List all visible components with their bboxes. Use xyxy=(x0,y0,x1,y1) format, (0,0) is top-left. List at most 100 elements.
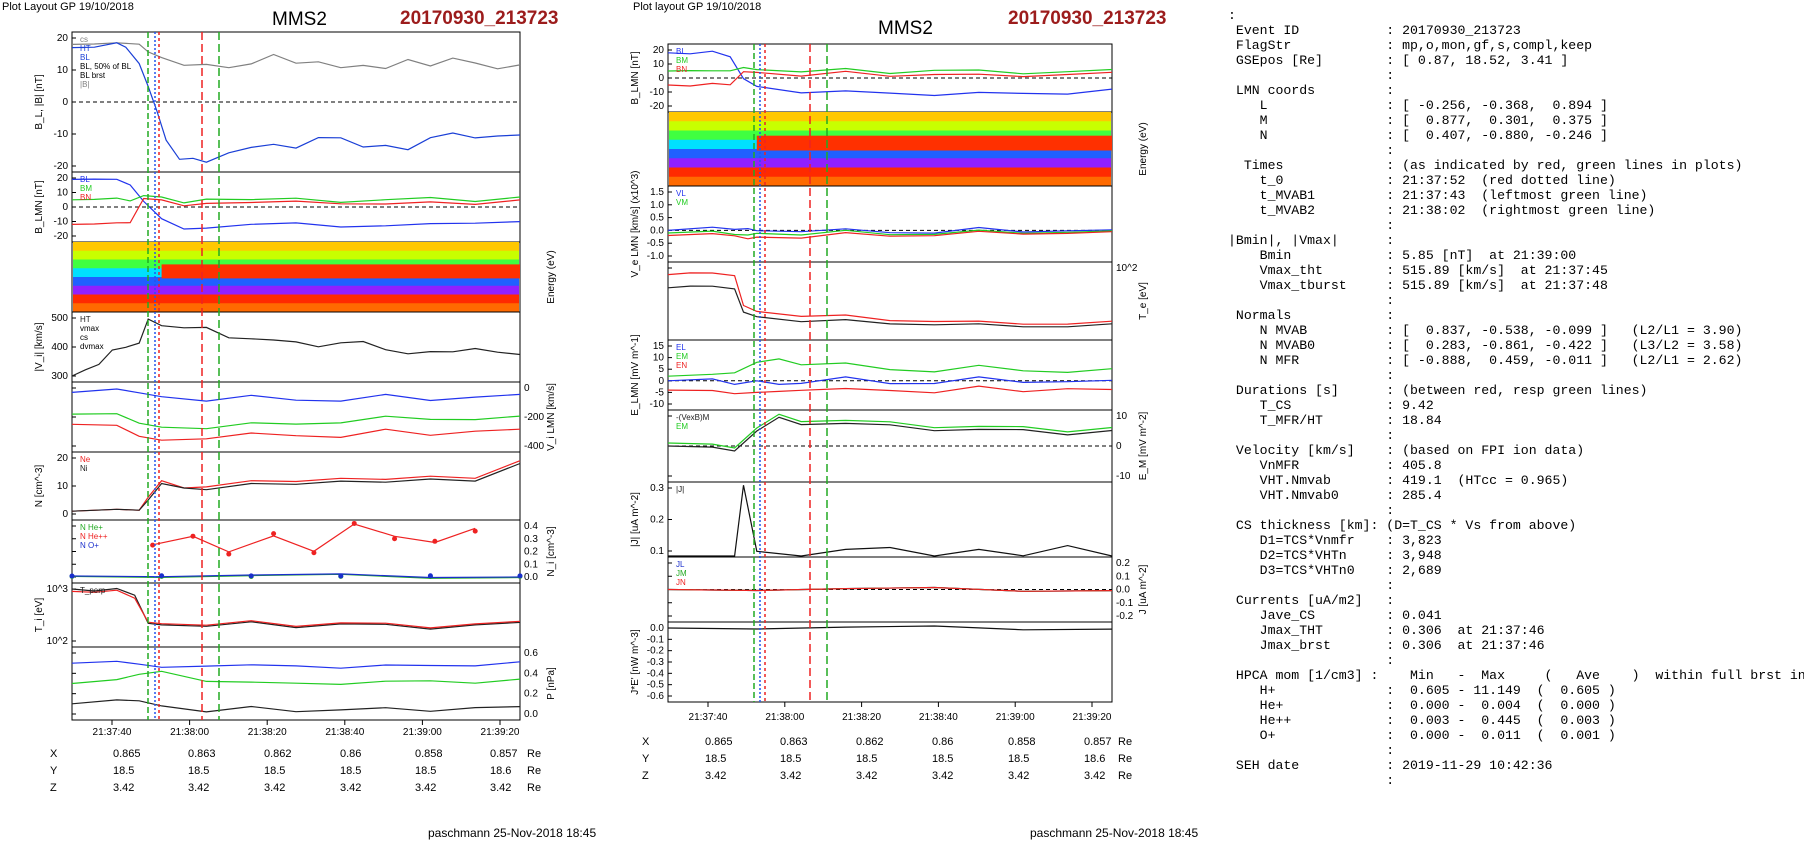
legend-entry: BL xyxy=(676,47,686,56)
series-pi xyxy=(71,670,521,686)
y-tick-label: 5 xyxy=(658,364,664,375)
panel-9: 0.0-0.1-0.2-0.3-0.4-0.5-0.6 J*E' [nW m^-3… xyxy=(630,621,1113,703)
y-tick-label: 0.2 xyxy=(524,689,538,700)
series-bm xyxy=(71,194,521,204)
data-point xyxy=(392,536,398,542)
legend-entry: |J| xyxy=(676,485,684,494)
coord-value: 0.857 xyxy=(1084,736,1112,748)
legend-entry: BM xyxy=(676,56,688,65)
spectrogram-band xyxy=(669,112,1111,122)
data-point xyxy=(271,531,277,537)
legend-entry: vmax xyxy=(80,324,99,333)
y-axis-label: E_M [mV m^-2] xyxy=(1138,411,1149,480)
y-tick-label: 0.2 xyxy=(650,515,664,526)
y-tick-label: 20 xyxy=(653,45,665,56)
legend-entry: JL xyxy=(676,560,685,569)
coord-value: 18.5 xyxy=(113,765,135,777)
series--vi- xyxy=(71,318,521,377)
y-tick-label: 0.0 xyxy=(1116,585,1130,596)
y-tick-label: 0.0 xyxy=(650,225,664,236)
legend-entry: EM xyxy=(676,422,688,431)
y-tick-label: -5 xyxy=(655,387,664,398)
y-tick-label: 10^3 xyxy=(47,584,69,595)
y-tick-label: 0 xyxy=(524,383,530,394)
coord-label: X xyxy=(642,736,650,748)
data-point xyxy=(432,538,438,544)
y-tick-label: -10 xyxy=(650,399,665,410)
legend-entry: EL xyxy=(676,343,686,352)
legend-entry: N He+ xyxy=(80,523,103,532)
legend-entry: Ni xyxy=(80,464,88,473)
y-tick-label: -0.2 xyxy=(647,646,665,657)
panel-frame xyxy=(71,519,521,584)
time-tick-label: 21:39:20 xyxy=(1073,712,1112,723)
y-tick-label: 10^2 xyxy=(1116,263,1138,274)
coord-unit: Re xyxy=(527,748,542,760)
coord-value: 18.5 xyxy=(188,765,210,777)
series-em xyxy=(667,413,1113,449)
panel-5: 0 -200 -400 V_i LMN [km/s] xyxy=(71,381,557,453)
spectrogram-band xyxy=(669,130,1111,141)
y-tick-label: 0.0 xyxy=(524,709,538,720)
legend-entry: N He++ xyxy=(80,532,108,541)
legend-entry: BL xyxy=(80,175,90,184)
coord-value: 18.6 xyxy=(490,765,512,777)
panel-9: 0.6 0.4 0.2 0.0 P [nPa] xyxy=(71,646,557,721)
y-axis-label: Energy (eV) xyxy=(1138,122,1149,175)
y-tick-label: -20 xyxy=(54,161,69,172)
series--j- xyxy=(668,485,1113,557)
y-tick-label: 0 xyxy=(658,376,664,387)
coord-unit: Re xyxy=(527,782,542,794)
data-point xyxy=(351,520,357,526)
panel-frame xyxy=(667,185,1113,263)
legend-entry: BL, 50% of BL xyxy=(80,62,132,71)
coord-label: Y xyxy=(642,753,650,765)
coord-value: 3.42 xyxy=(490,782,512,794)
panel-frame xyxy=(667,339,1113,411)
y-tick-label: 10 xyxy=(653,353,665,364)
series-t-perp xyxy=(71,587,521,630)
y-axis-label: J*E' [nW m^-3] xyxy=(630,629,641,695)
data-point xyxy=(159,573,165,579)
series-vn xyxy=(71,423,521,441)
y-axis-label: V_e LMN [km/s] (x10^3) xyxy=(630,171,641,278)
coord-value: 3.42 xyxy=(705,770,727,782)
y-tick-label: 20 xyxy=(57,33,69,44)
y-tick-label: 10 xyxy=(57,481,69,492)
y-tick-label: 0 xyxy=(62,97,68,108)
y-tick-label: -0.4 xyxy=(647,668,665,679)
data-point xyxy=(248,573,254,579)
y-axis-label: T_i [eV] xyxy=(34,598,45,633)
y-tick-label: 0.3 xyxy=(524,534,538,545)
series-pb xyxy=(71,660,521,669)
series-bl xyxy=(71,178,521,230)
legend-entry: VM xyxy=(676,198,688,207)
series-bl xyxy=(71,42,521,163)
series-bn xyxy=(667,70,1113,87)
coord-label: Z xyxy=(642,770,649,782)
coord-value: 18.6 xyxy=(1084,753,1106,765)
y-tick-label: 0.4 xyxy=(524,668,538,679)
y-tick-label: 0.1 xyxy=(1116,571,1130,582)
y-tick-label: -1.0 xyxy=(647,251,665,262)
y-axis-label: P [nPa] xyxy=(546,667,557,700)
panel-frame xyxy=(71,311,521,383)
series-el xyxy=(667,376,1113,386)
coord-unit: Re xyxy=(1118,736,1133,748)
panel-3: Energy (eV) xyxy=(71,241,557,313)
panel-frame xyxy=(667,621,1113,703)
time-tick-label: 21:38:00 xyxy=(765,712,804,723)
y-axis-label: Energy (eV) xyxy=(546,250,557,303)
coord-value: 3.42 xyxy=(780,770,802,782)
y-axis-label: B_LMN [nT] xyxy=(34,180,45,234)
y-tick-label: 10^2 xyxy=(47,636,69,647)
time-tick-label: 21:38:40 xyxy=(325,727,364,738)
